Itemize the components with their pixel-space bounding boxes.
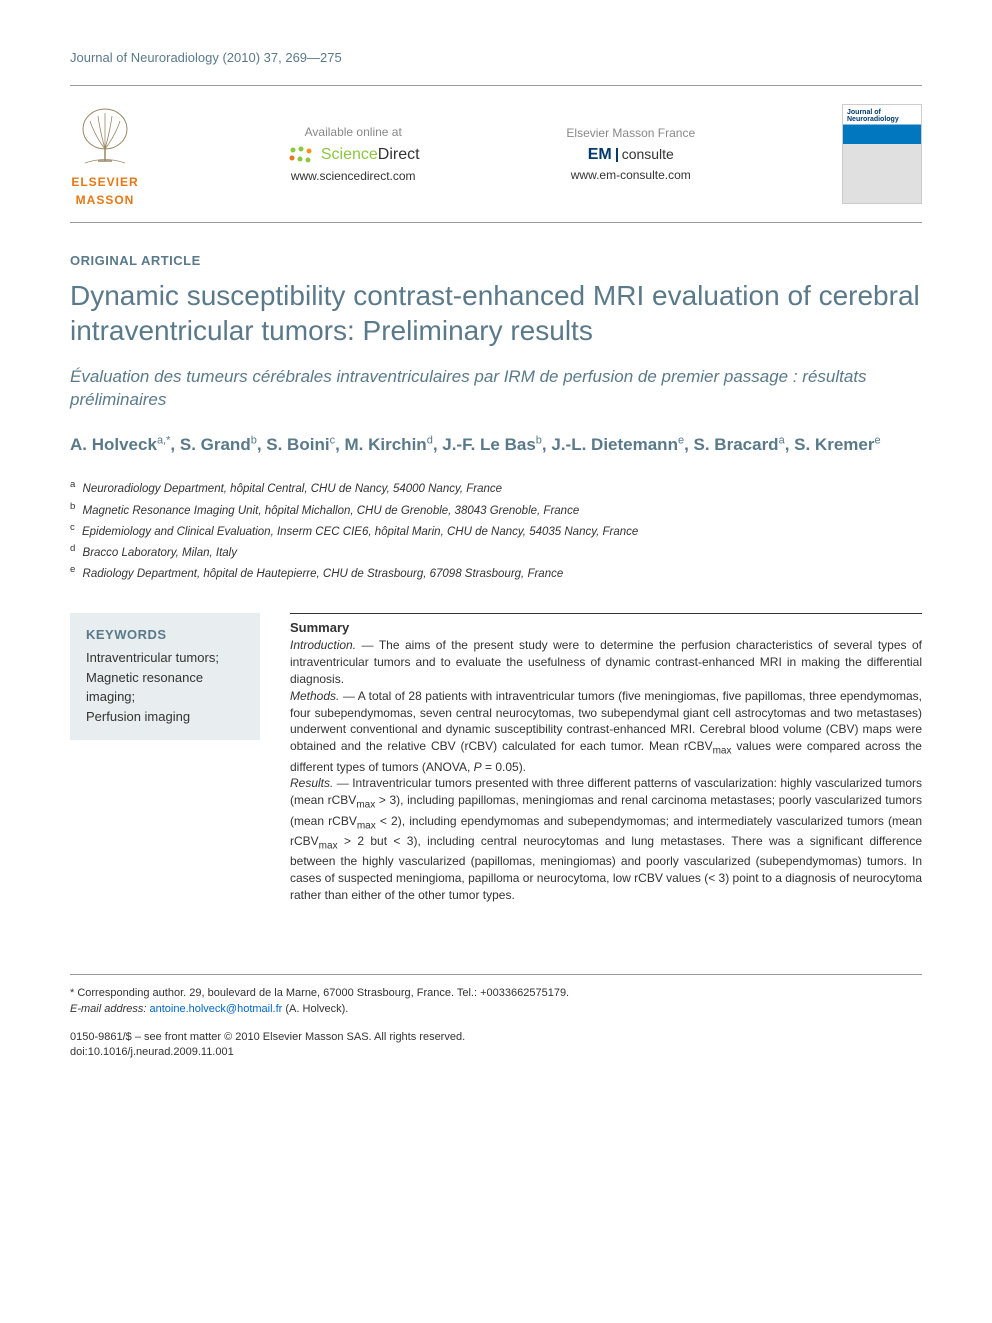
summary-body: Introduction. — The aims of the present … [290, 637, 922, 903]
sd-direct: Direct [378, 146, 420, 163]
issn-text: 0150-9861/$ – see front matter © 2010 El… [70, 1031, 465, 1043]
author-list: A. Holvecka,*, S. Grandb, S. Boinic, M. … [70, 432, 922, 458]
email-author-name: (A. Holveck). [285, 1003, 348, 1015]
affiliation-item: b Magnetic Resonance Imaging Unit, hôpit… [70, 499, 922, 520]
em-consulte-block: Elsevier Masson France EM consulte www.em… [566, 126, 695, 182]
sciencedirect-icon [287, 145, 315, 165]
keywords-list: Intraventricular tumors;Magnetic resonan… [86, 648, 244, 726]
intro-label: Introduction. — [290, 638, 374, 652]
elsevier-tree-icon [70, 101, 140, 171]
em-label: Elsevier Masson France [566, 126, 695, 140]
doi-text: doi:10.1016/j.neurad.2009.11.001 [70, 1046, 234, 1058]
affiliations-list: a Neuroradiology Department, hôpital Cen… [70, 477, 922, 583]
email-label: E-mail address: [70, 1003, 146, 1015]
elsevier-logo: ELSEVIER MASSON [70, 101, 140, 207]
journal-reference: Journal of Neuroradiology (2010) 37, 269… [70, 50, 922, 65]
sciencedirect-block: Available online at ScienceDirect www.sc… [287, 125, 420, 183]
copyright-line: 0150-9861/$ – see front matter © 2010 El… [70, 1030, 922, 1061]
em-url[interactable]: www.em-consulte.com [566, 168, 695, 182]
results-text: Intraventricular tumors presented with t… [290, 776, 922, 902]
affiliation-item: c Epidemiology and Clinical Evaluation, … [70, 520, 922, 541]
keywords-box: KEYWORDS Intraventricular tumors;Magneti… [70, 613, 260, 740]
em-consulte-text: consulte [622, 146, 674, 162]
results-label: Results. — [290, 776, 349, 790]
email-link[interactable]: antoine.holveck@hotmail.fr [149, 1003, 282, 1015]
article-title: Dynamic susceptibility contrast-enhanced… [70, 278, 922, 348]
affiliation-item: e Radiology Department, hôpital de Haute… [70, 562, 922, 583]
corresponding-author: * Corresponding author. 29, boulevard de… [70, 985, 922, 1002]
keywords-heading: KEYWORDS [86, 627, 244, 642]
elsevier-name: ELSEVIER [71, 175, 138, 189]
journal-cover-thumbnail: Journal ofNeuroradiology [842, 104, 922, 204]
cover-journal-name: Neuroradiology [847, 116, 899, 123]
sd-science: Science [321, 146, 378, 163]
summary-heading: Summary [290, 620, 922, 635]
methods-text: A total of 28 patients with intraventric… [290, 689, 922, 774]
article-subtitle: Évaluation des tumeurs cérébrales intrav… [70, 366, 922, 412]
em-logo: EM [588, 146, 612, 163]
affiliation-item: d Bracco Laboratory, Milan, Italy [70, 541, 922, 562]
footer-separator: * Corresponding author. 29, boulevard de… [70, 974, 922, 1061]
elsevier-sub: MASSON [76, 193, 135, 207]
summary-column: Summary Introduction. — The aims of the … [290, 613, 922, 903]
article-type: ORIGINAL ARTICLE [70, 253, 922, 268]
email-line: E-mail address: antoine.holveck@hotmail.… [70, 1001, 922, 1018]
cover-journal-prefix: Journal of [847, 109, 881, 116]
affiliation-item: a Neuroradiology Department, hôpital Cen… [70, 477, 922, 498]
intro-text: The aims of the present study were to de… [290, 638, 922, 686]
sd-url[interactable]: www.sciencedirect.com [287, 169, 420, 183]
publisher-header: ELSEVIER MASSON Available online at Scie… [70, 85, 922, 223]
methods-label: Methods. — [290, 689, 355, 703]
sd-label: Available online at [287, 125, 420, 139]
